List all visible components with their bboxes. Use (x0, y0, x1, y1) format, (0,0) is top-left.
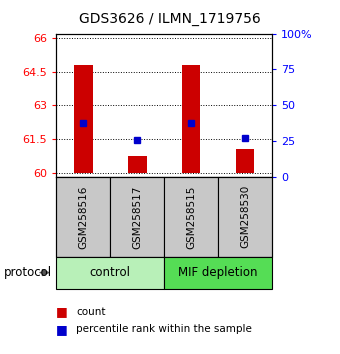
Bar (110, 177, 164, 257)
Bar (164, 177, 218, 257)
Bar (56, 177, 110, 257)
Bar (218, 177, 272, 257)
Text: GSM258530: GSM258530 (240, 185, 250, 249)
Text: control: control (89, 266, 131, 279)
Bar (74, 64, 92, 172)
Text: MIF depletion: MIF depletion (178, 266, 258, 279)
Bar (236, 149, 254, 172)
Text: protocol: protocol (3, 266, 52, 279)
Bar (128, 156, 147, 172)
Bar (56, 257, 164, 289)
Text: ■: ■ (56, 305, 68, 318)
Text: GDS3626 / ILMN_1719756: GDS3626 / ILMN_1719756 (79, 12, 261, 27)
Text: GSM258516: GSM258516 (78, 185, 88, 249)
Bar (182, 64, 201, 172)
Text: percentile rank within the sample: percentile rank within the sample (76, 324, 252, 334)
Text: ■: ■ (56, 323, 68, 336)
Text: count: count (76, 307, 106, 316)
Text: GSM258515: GSM258515 (186, 185, 196, 249)
Text: GSM258517: GSM258517 (132, 185, 142, 249)
Bar (164, 257, 272, 289)
